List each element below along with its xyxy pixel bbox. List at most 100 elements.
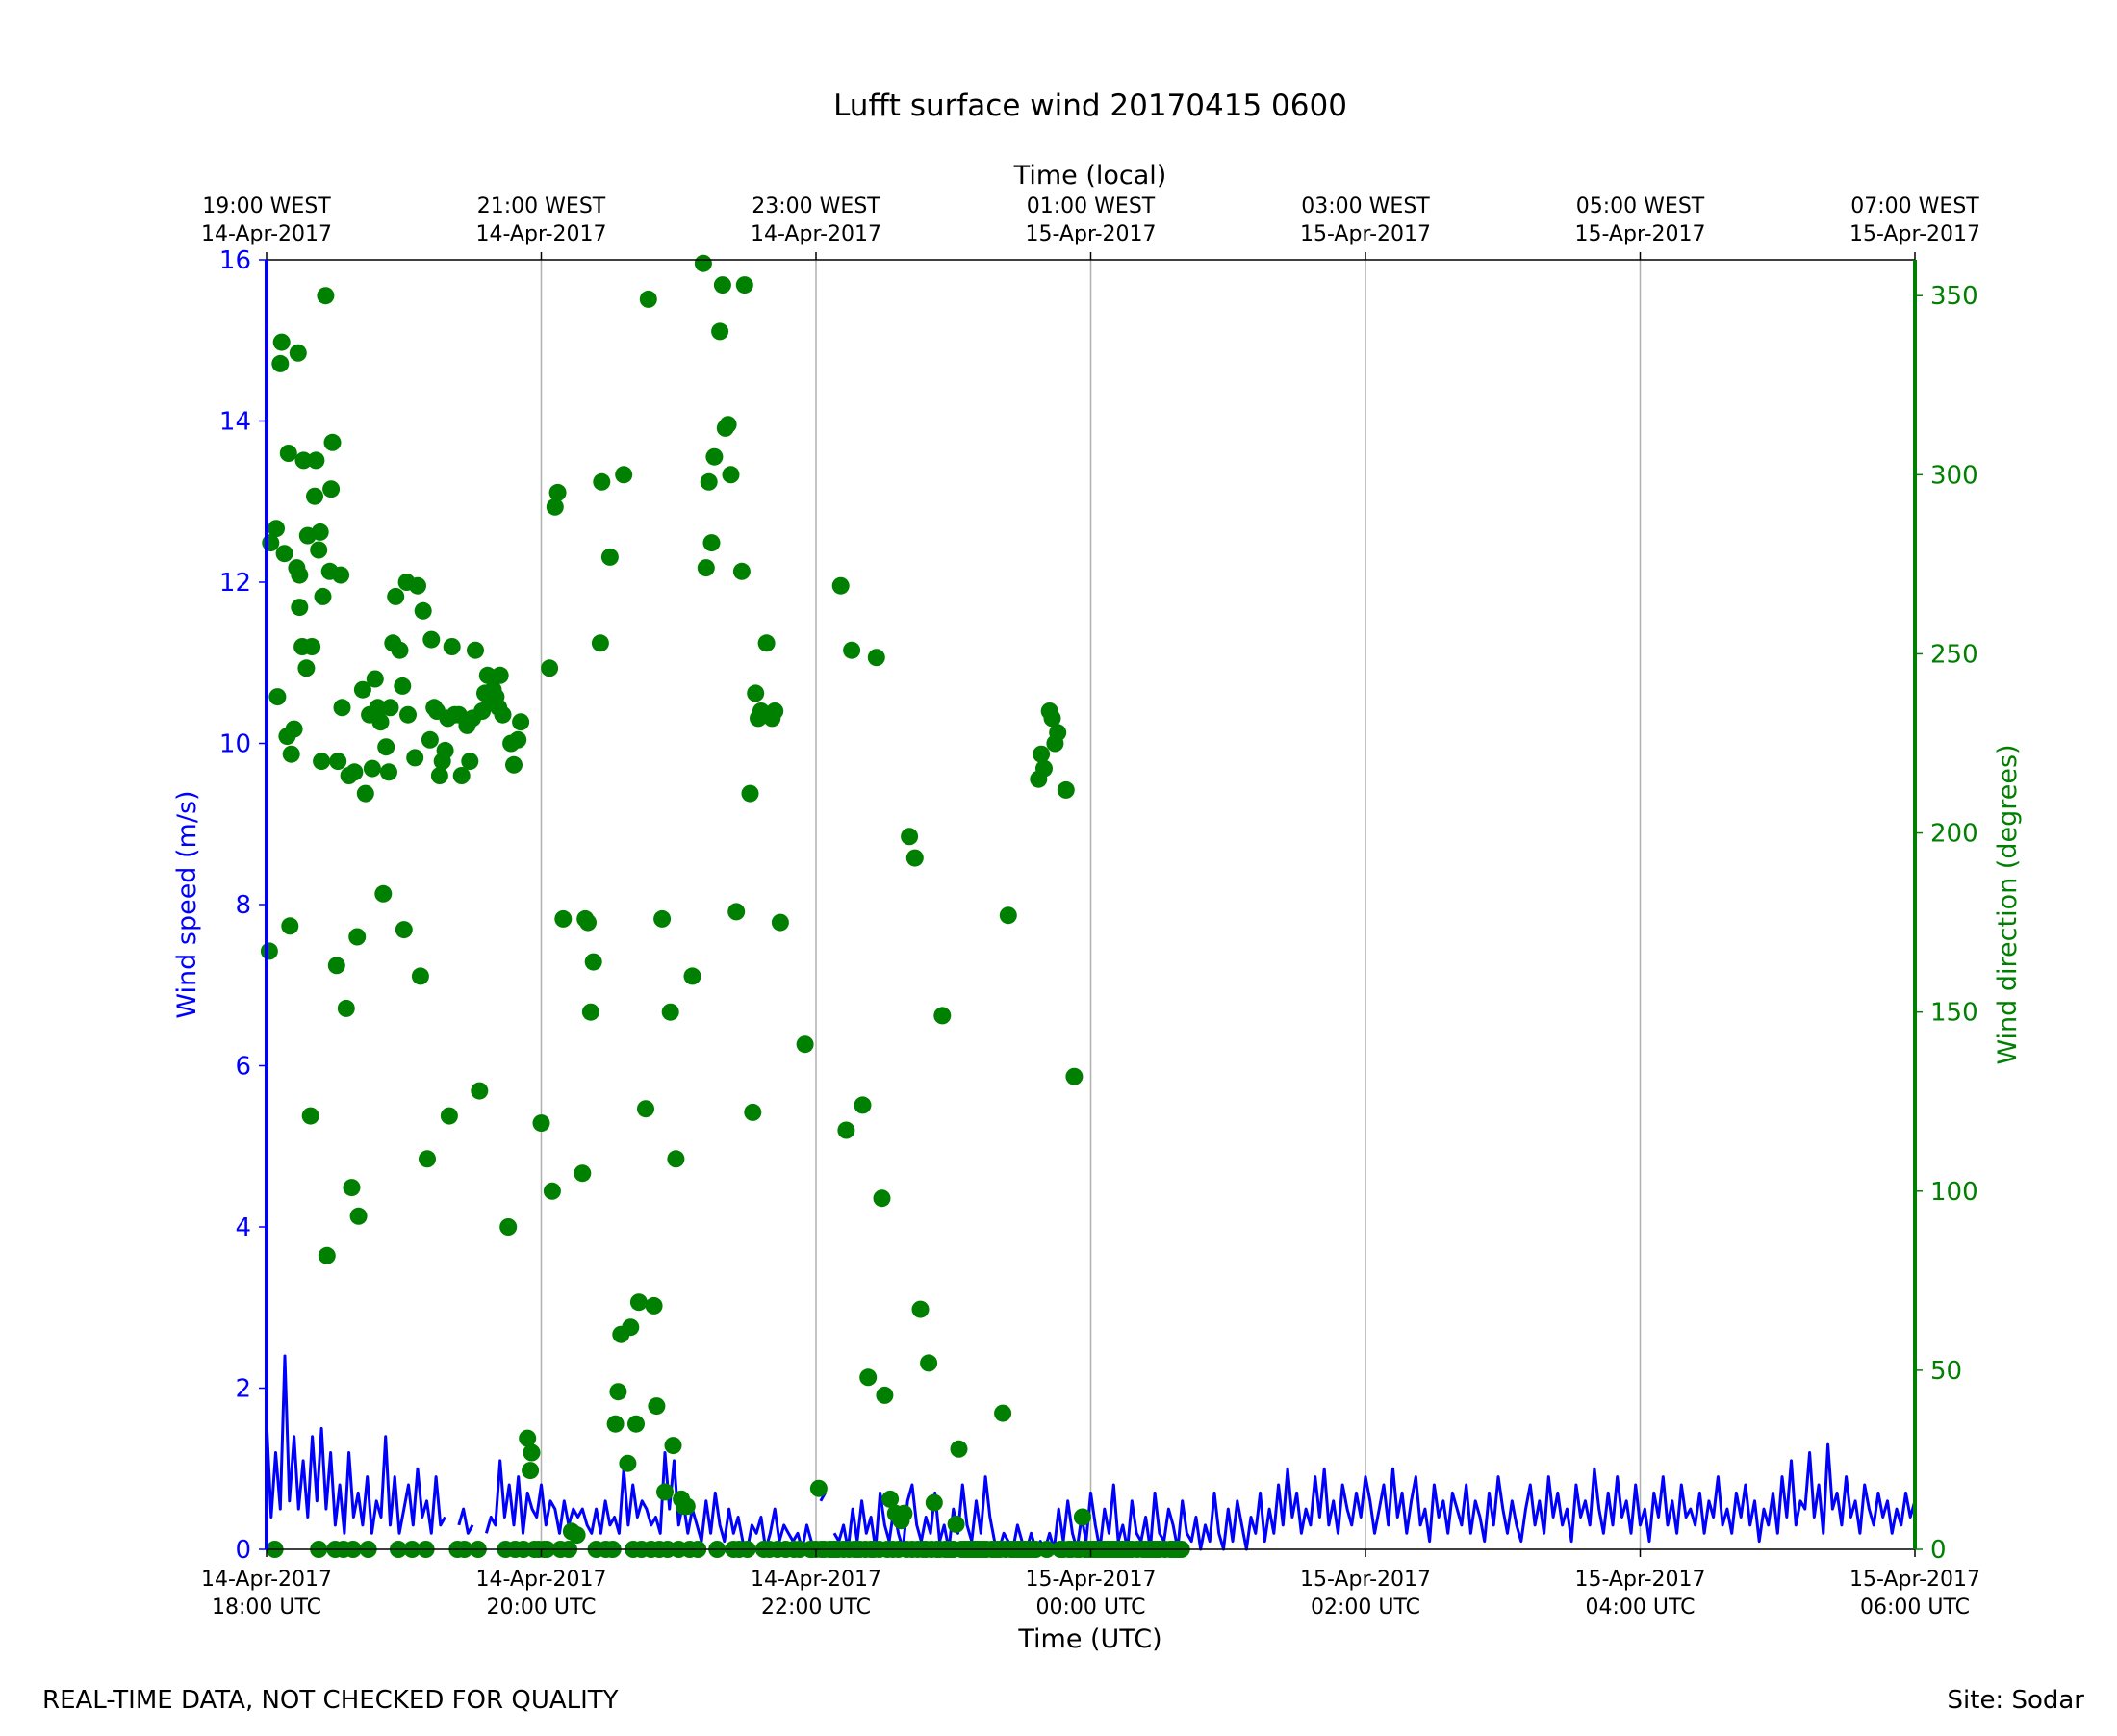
wind-direction-point <box>593 472 611 491</box>
wind-direction-point <box>318 1246 336 1264</box>
wind-direction-point <box>306 487 323 505</box>
x-tick-label-time: 00:00 UTC <box>1035 1596 1145 1620</box>
wind-direction-point <box>895 1504 913 1522</box>
wind-direction-point <box>301 1107 319 1125</box>
wind-direction-point <box>554 909 573 928</box>
wind-direction-point <box>1057 780 1075 799</box>
x-tick-label-date: 15-Apr-2017 <box>1574 1568 1705 1592</box>
wind-direction-point <box>356 784 374 803</box>
right-tick-label: 100 <box>1930 1178 1978 1207</box>
wind-direction-point <box>409 576 426 595</box>
top-tick-label-date: 15-Apr-2017 <box>1025 222 1156 246</box>
wind-direction-point <box>653 909 672 928</box>
wind-direction-point <box>345 763 364 781</box>
wind-direction-point <box>285 720 303 738</box>
wind-direction-point <box>268 688 287 706</box>
wind-direction-point <box>523 1443 541 1462</box>
x-tick-label-date: 15-Apr-2017 <box>1025 1568 1156 1592</box>
wind-direction-point <box>430 767 448 784</box>
wind-direction-point <box>950 1440 968 1458</box>
wind-direction-point <box>622 1318 640 1337</box>
wind-direction-point <box>297 659 316 677</box>
wind-direction-point <box>606 1415 625 1433</box>
wind-direction-point <box>711 322 729 341</box>
wind-direction-point <box>661 1003 679 1021</box>
wind-direction-point <box>443 638 461 655</box>
wind-direction-point <box>627 1415 645 1433</box>
wind-direction-point <box>323 433 342 451</box>
right-tick-label: 350 <box>1930 282 1978 311</box>
top-axis-label: Time (local) <box>1013 161 1167 191</box>
wind-direction-point <box>619 1454 637 1472</box>
wind-direction-point <box>422 630 441 649</box>
wind-direction-point <box>645 1296 663 1315</box>
wind-direction-point <box>491 666 509 684</box>
wind-direction-point <box>271 354 290 372</box>
wind-direction-point <box>499 1218 518 1236</box>
wind-direction-point <box>313 753 331 771</box>
right-tick-label: 200 <box>1930 820 1978 849</box>
axes: 14-Apr-2017 18:00 UTC 19:00 WEST 14-Apr-201… <box>201 194 1980 1620</box>
x-tick-label-time: 02:00 UTC <box>1311 1596 1420 1620</box>
wind-direction-point <box>452 767 471 784</box>
x-tick-label-date: 14-Apr-2017 <box>751 1568 881 1592</box>
wind-direction-point <box>747 684 765 702</box>
wind-direction-point <box>394 677 412 695</box>
bottom-axis-label: Time (UTC) <box>1017 1624 1161 1654</box>
wind-direction-point <box>349 1207 368 1225</box>
wind-direction-point <box>505 755 523 774</box>
gridlines <box>540 260 1642 1549</box>
wind-direction-point <box>1035 759 1053 778</box>
wind-direction-point <box>381 699 399 717</box>
wind-direction-point <box>512 713 530 731</box>
wind-direction-point <box>854 1096 872 1114</box>
top-tick-label-time: 05:00 WEST <box>1576 194 1705 218</box>
wind-direction-point <box>615 466 633 484</box>
wind-direction-point <box>494 705 512 724</box>
left-tick-label: 4 <box>235 1213 251 1242</box>
wind-direction-point <box>683 967 701 985</box>
wind-direction-point <box>467 641 484 659</box>
wind-direction-point <box>933 1007 952 1025</box>
wind-direction-point <box>843 641 861 659</box>
wind-direction-point <box>471 1082 489 1100</box>
wind-direction-point <box>327 957 345 975</box>
right-axis-label: Wind direction (degrees) <box>1993 744 2023 1064</box>
wind-direction-point <box>329 753 347 771</box>
wind-direction-point <box>677 1497 696 1516</box>
top-tick-label-time: 19:00 WEST <box>202 194 331 218</box>
wind-direction-point <box>925 1493 943 1512</box>
wind-direction-point <box>353 680 371 699</box>
wind-direction-point <box>648 1397 666 1416</box>
wind-direction-point <box>1049 724 1067 742</box>
wind-direction-point <box>363 759 381 778</box>
wind-direction-point <box>873 1189 891 1208</box>
left-tick-label: 10 <box>219 730 251 759</box>
right-tick-label: 50 <box>1930 1357 1962 1386</box>
top-tick-label-time: 23:00 WEST <box>752 194 880 218</box>
wind-direction-point <box>317 287 335 305</box>
x-tick-label-date: 14-Apr-2017 <box>201 1568 332 1592</box>
wind-direction-point <box>380 763 397 781</box>
top-tick-label-time: 07:00 WEST <box>1850 194 1979 218</box>
wind-direction-point <box>1043 709 1061 728</box>
wind-direction-point <box>732 562 751 580</box>
wind-direction-point <box>579 913 597 932</box>
x-tick-label-date: 15-Apr-2017 <box>1849 1568 1980 1592</box>
wind-direction-point <box>291 566 309 584</box>
wind-direction-point <box>994 1404 1012 1422</box>
wind-speed-series <box>265 1354 1917 1551</box>
wind-direction-point <box>546 498 564 516</box>
wind-direction-point <box>837 1121 855 1139</box>
wind-direction-point <box>600 548 619 566</box>
wind-direction-point <box>757 634 776 652</box>
wind-direction-point <box>522 1462 540 1480</box>
left-tick-label: 6 <box>235 1053 251 1082</box>
wind-direction-point <box>314 587 332 605</box>
wind-direction-point <box>629 1293 648 1312</box>
wind-direction-point <box>771 913 789 932</box>
wind-direction-point <box>1065 1067 1084 1085</box>
wind-direction-point <box>282 745 300 763</box>
wind-direction-point <box>440 1107 458 1125</box>
